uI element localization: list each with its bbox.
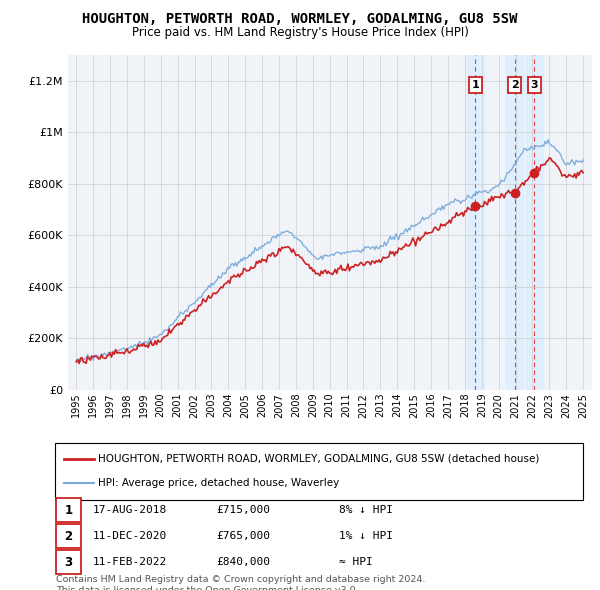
Text: 1: 1	[64, 503, 73, 516]
Text: HOUGHTON, PETWORTH ROAD, WORMLEY, GODALMING, GU8 5SW (detached house): HOUGHTON, PETWORTH ROAD, WORMLEY, GODALM…	[98, 454, 540, 464]
Bar	[526, 55, 543, 390]
Text: 17-AUG-2018: 17-AUG-2018	[93, 505, 167, 515]
Text: 2: 2	[511, 80, 518, 90]
Text: 1% ↓ HPI: 1% ↓ HPI	[339, 531, 393, 541]
Text: 11-FEB-2022: 11-FEB-2022	[93, 557, 167, 567]
Text: HOUGHTON, PETWORTH ROAD, WORMLEY, GODALMING, GU8 5SW: HOUGHTON, PETWORTH ROAD, WORMLEY, GODALM…	[82, 12, 518, 26]
Text: £840,000: £840,000	[216, 557, 270, 567]
Text: 3: 3	[64, 556, 73, 569]
Bar	[467, 55, 484, 390]
Text: 11-DEC-2020: 11-DEC-2020	[93, 531, 167, 541]
Text: 8% ↓ HPI: 8% ↓ HPI	[339, 505, 393, 515]
Text: Contains HM Land Registry data © Crown copyright and database right 2024.
This d: Contains HM Land Registry data © Crown c…	[56, 575, 425, 590]
Text: £715,000: £715,000	[216, 505, 270, 515]
Bar	[506, 55, 523, 390]
Text: 2: 2	[64, 529, 73, 542]
Text: £765,000: £765,000	[216, 531, 270, 541]
Text: ≈ HPI: ≈ HPI	[339, 557, 373, 567]
Text: 1: 1	[472, 80, 479, 90]
Text: 3: 3	[530, 80, 538, 90]
Text: HPI: Average price, detached house, Waverley: HPI: Average price, detached house, Wave…	[98, 478, 340, 488]
Text: Price paid vs. HM Land Registry's House Price Index (HPI): Price paid vs. HM Land Registry's House …	[131, 26, 469, 39]
